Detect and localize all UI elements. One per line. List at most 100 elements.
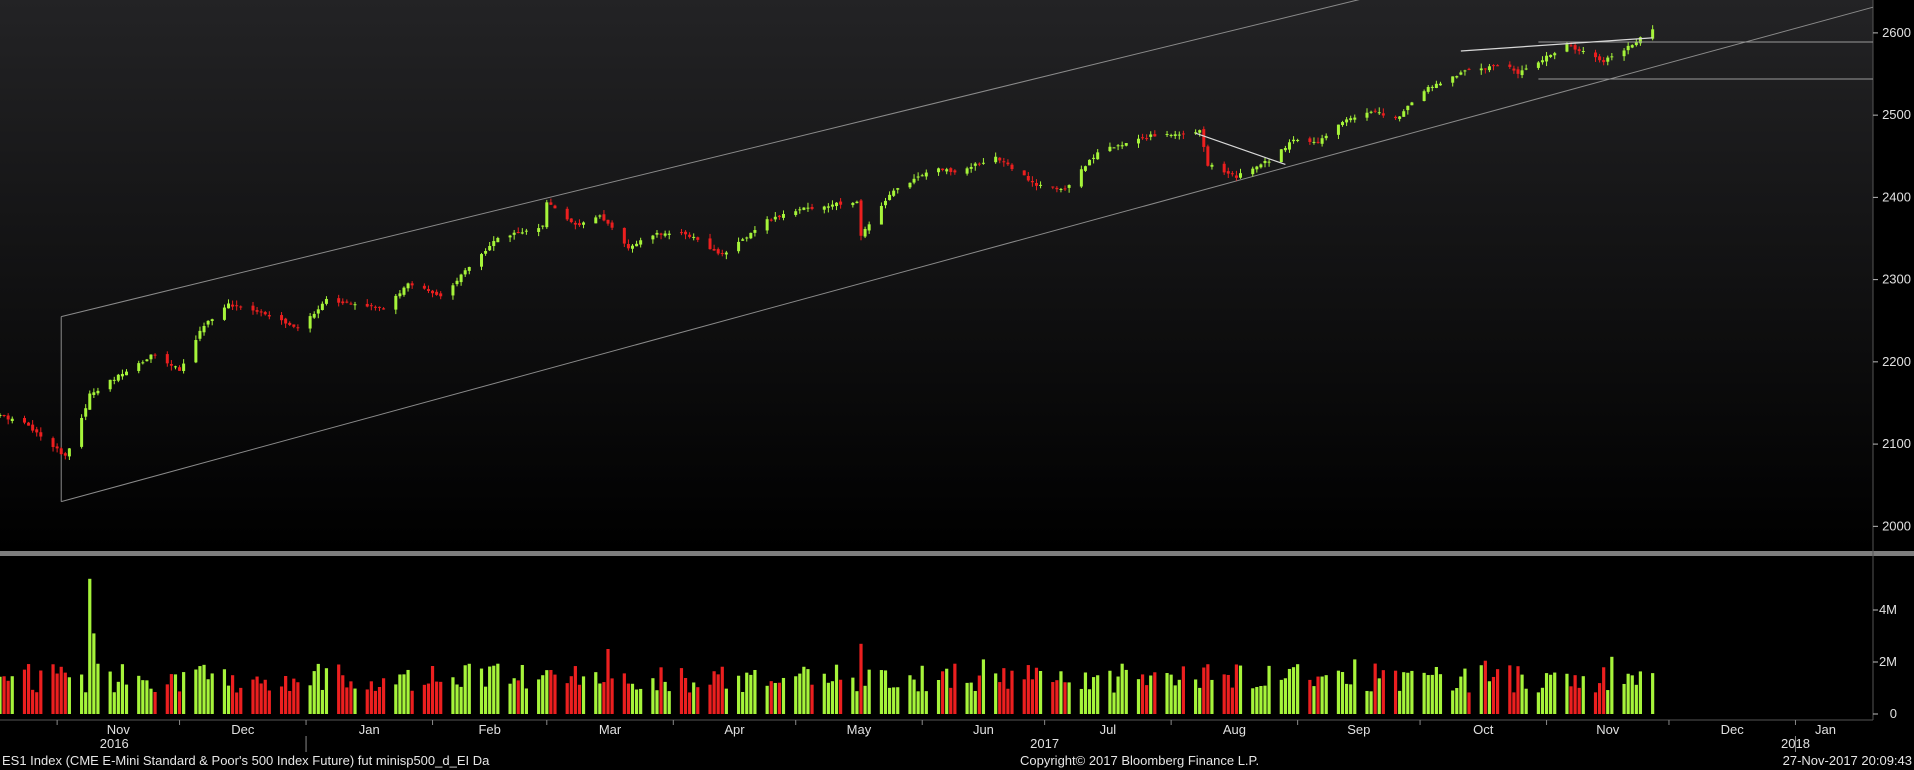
volume-bar — [210, 673, 214, 714]
candle-body — [1230, 173, 1234, 175]
candle-body — [753, 230, 757, 233]
candle-body — [545, 202, 549, 228]
month-tick-label: Feb — [478, 722, 500, 737]
candle-body — [120, 373, 124, 377]
volume-bar — [606, 649, 610, 714]
volume-bar — [35, 692, 39, 714]
volume-bar — [1467, 692, 1471, 714]
volume-bar — [492, 665, 496, 714]
volume-tick-label: 4M — [1879, 602, 1897, 617]
volume-bar — [953, 663, 957, 714]
candle-body — [741, 239, 745, 241]
candle-body — [1210, 164, 1214, 167]
volume-bar — [1234, 664, 1239, 714]
volume-bar — [508, 683, 512, 714]
candle-body — [1083, 166, 1087, 171]
candle-body — [63, 453, 67, 456]
candle-body — [1279, 149, 1283, 163]
volume-bar — [1491, 676, 1496, 714]
candle-body — [1108, 146, 1112, 152]
candle-body — [1410, 102, 1414, 106]
candle-body — [920, 175, 924, 177]
volume-bar — [435, 681, 439, 714]
volume-bar — [96, 663, 100, 714]
candle-body — [1169, 134, 1173, 136]
volume-bar — [981, 659, 986, 714]
volume-bar — [239, 687, 243, 714]
volume-bar — [67, 677, 71, 714]
volume-bar — [263, 679, 267, 714]
volume-bar — [879, 670, 884, 714]
volume-bar — [1222, 674, 1226, 714]
volume-bar — [1483, 660, 1487, 714]
candle-body — [1345, 119, 1349, 123]
year-label: 2017 — [1030, 736, 1059, 751]
candle-body — [239, 306, 243, 308]
candle-body — [1226, 171, 1230, 174]
candle-body — [1181, 133, 1185, 135]
candle-body — [1394, 116, 1398, 119]
candle-body — [822, 206, 826, 210]
volume-bar — [1544, 673, 1549, 714]
candle-body — [1581, 50, 1585, 52]
month-tick-label: Jun — [973, 722, 994, 737]
candle-body — [745, 237, 749, 239]
candle-body — [1026, 175, 1030, 181]
candle-body — [202, 326, 206, 333]
candle-body — [1039, 184, 1043, 186]
candle-body — [222, 307, 226, 320]
volume-bar — [896, 687, 900, 714]
month-tick-label: Nov — [1596, 722, 1620, 737]
volume-bar — [194, 669, 198, 714]
candle-body — [137, 363, 141, 371]
volume-bar — [655, 690, 659, 714]
candle-body — [484, 250, 488, 254]
volume-bar — [920, 665, 924, 714]
candle-body — [1112, 147, 1116, 149]
candle-body — [610, 222, 614, 228]
candle-body — [1153, 134, 1157, 137]
candle-body — [883, 200, 887, 206]
candle-body — [1451, 76, 1455, 83]
candle-body — [569, 218, 573, 223]
candle-body — [969, 166, 973, 169]
candle-body — [1524, 68, 1528, 70]
candle-body — [1198, 130, 1202, 133]
volume-bar — [439, 681, 443, 714]
candle-body — [312, 313, 316, 318]
candle-body — [59, 448, 63, 455]
volume-bar — [683, 677, 688, 714]
candle-body — [582, 222, 586, 225]
volume-tick-label: 2M — [1879, 654, 1897, 669]
candle-body — [463, 270, 467, 275]
volume-bar — [1059, 671, 1063, 714]
candle-body — [435, 291, 439, 295]
candle-body — [1381, 113, 1385, 116]
volume-bar — [488, 666, 492, 714]
volume-bar — [1349, 684, 1353, 714]
volume-bar — [296, 682, 300, 714]
candle-body — [1594, 52, 1598, 58]
volume-bar — [830, 681, 835, 714]
volume-bar — [941, 671, 945, 714]
candle-body — [141, 362, 145, 364]
volume-bar — [936, 680, 941, 714]
candle-body — [1120, 145, 1124, 147]
candle-body — [924, 172, 928, 177]
volume-bar — [753, 669, 757, 714]
candle-body — [116, 374, 120, 381]
candle-body — [259, 311, 263, 313]
candle-body — [1492, 65, 1496, 67]
candle-body — [55, 446, 59, 449]
volume-bar — [1055, 680, 1059, 714]
volume-bar — [426, 683, 431, 714]
candle-body — [777, 215, 781, 218]
volume-bar — [1092, 677, 1096, 714]
candle-body — [1292, 139, 1296, 142]
volume-bar — [92, 633, 96, 714]
volume-bar — [679, 668, 684, 714]
volume-bar — [549, 669, 553, 714]
candle-body — [1267, 161, 1271, 163]
candle-body — [410, 283, 414, 286]
volume-bar — [1463, 668, 1467, 714]
